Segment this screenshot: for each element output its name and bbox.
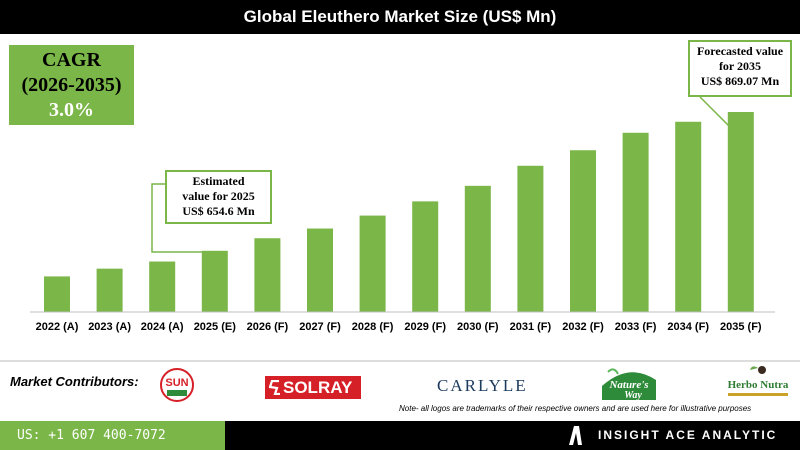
callout-connector-2025 xyxy=(151,183,219,256)
callout-2035-line1: Forecasted value xyxy=(696,44,784,58)
callout-2025-line2: value for 2025 xyxy=(182,189,255,203)
phone-number: US: +1 607 400-7072 xyxy=(0,421,225,450)
trademark-note: Note- all logos are trademarks of their … xyxy=(399,404,752,413)
cagr-box: CAGR (2026-2035) 3.0% xyxy=(9,45,134,125)
bar-10 xyxy=(570,150,596,312)
x-tick-label-7: 2029 (F) xyxy=(404,321,446,333)
bar-12 xyxy=(675,121,702,312)
callout-2025: Estimated value for 2025 US$ 654.6 Mn xyxy=(165,170,272,224)
brand-name: INSIGHT ACE ANALYTIC xyxy=(598,428,778,442)
x-tick-label-12: 2034 (F) xyxy=(667,321,709,333)
callout-2035: Forecasted value for 2035 US$ 869.07 Mn xyxy=(688,40,792,97)
cagr-label: CAGR xyxy=(42,49,101,71)
chart-title: Global Eleuthero Market Size (US$ Mn) xyxy=(0,0,800,34)
herbo-nutra-text: Herbo Nutra xyxy=(728,379,789,391)
x-tick-label-3: 2025 (E) xyxy=(194,321,237,333)
sun-logo: SUN xyxy=(160,368,194,402)
herbo-nutra-logo: Herbo Nutra xyxy=(728,366,789,396)
bar-11 xyxy=(622,132,649,312)
x-tick-label-13: 2035 (F) xyxy=(720,321,762,333)
bar-0 xyxy=(44,276,70,312)
carlyle-logo: CARLYLE xyxy=(437,376,528,395)
bar-13 xyxy=(727,112,754,313)
x-tick-label-2: 2024 (A) xyxy=(141,321,184,333)
cagr-value: 3.0% xyxy=(49,99,94,121)
x-tick-label-6: 2028 (F) xyxy=(352,321,394,333)
x-tick-label-1: 2023 (A) xyxy=(88,321,131,333)
x-tick-label-4: 2026 (F) xyxy=(247,321,289,333)
bar-9 xyxy=(517,165,544,312)
solray-logo: SOLRAY xyxy=(265,376,361,399)
bar-2 xyxy=(149,261,176,312)
callout-2025-line3: US$ 654.6 Mn xyxy=(182,204,255,218)
natures-way-logo: Nature's Way xyxy=(602,368,656,401)
callout-2025-line1: Estimated xyxy=(192,174,245,188)
sun-logo-text: SUN xyxy=(165,377,188,389)
x-tick-label-5: 2027 (F) xyxy=(299,321,341,333)
contributors-label: Market Contributors: xyxy=(10,374,139,389)
footer-bar xyxy=(225,421,800,450)
bar-3 xyxy=(201,250,228,312)
x-tick-label-8: 2030 (F) xyxy=(457,321,499,333)
bar-8 xyxy=(464,185,491,312)
bar-5 xyxy=(307,228,333,312)
bar-1 xyxy=(96,268,123,312)
bar-6 xyxy=(359,215,386,312)
callout-2035-line3: US$ 869.07 Mn xyxy=(700,74,780,88)
bar-4 xyxy=(254,238,281,312)
x-tick-label-0: 2022 (A) xyxy=(36,321,79,333)
natures-way-text-1: Nature's xyxy=(608,379,648,391)
solray-logo-text: SOLRAY xyxy=(283,378,353,397)
x-tick-label-11: 2033 (F) xyxy=(615,321,657,333)
x-tick-label-9: 2031 (F) xyxy=(510,321,552,333)
callout-2035-line2: for 2035 xyxy=(718,59,762,73)
callout-pointer-2035 xyxy=(699,96,746,143)
x-tick-label-10: 2032 (F) xyxy=(562,321,604,333)
bar-7 xyxy=(412,201,439,312)
natures-way-text-2: Way xyxy=(624,390,642,401)
insight-ace-logo-icon xyxy=(569,426,582,445)
section-divider xyxy=(0,360,800,362)
cagr-period: (2026-2035) xyxy=(21,74,122,96)
bar-chart: 2022 (A) 2023 (A) 2024 (A) 2025 (E) 2026 (F)… xyxy=(30,96,775,333)
